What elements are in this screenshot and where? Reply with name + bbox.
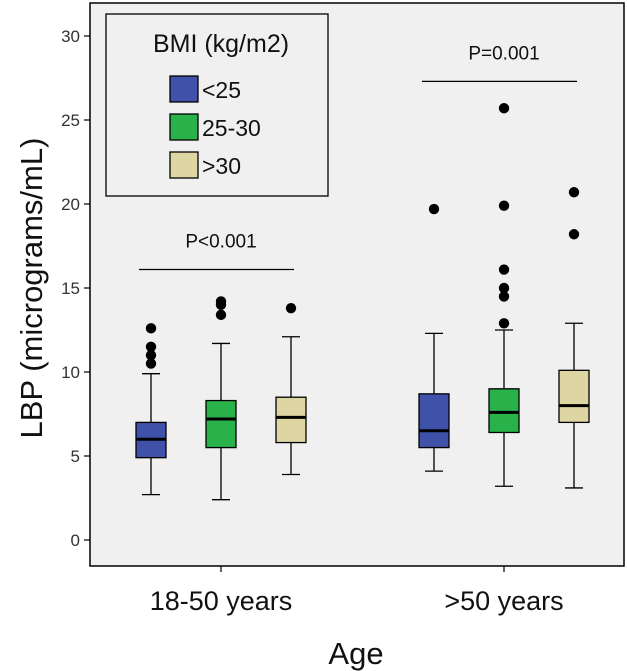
box-iqr xyxy=(275,396,307,444)
x-axis: 18-50 years >50 years xyxy=(150,566,564,616)
box-plot xyxy=(418,203,450,472)
legend-box xyxy=(105,13,329,197)
y-tick-label: 10 xyxy=(61,363,80,382)
box-plot xyxy=(558,187,590,489)
box-iqr xyxy=(558,369,590,424)
y-tick-label: 15 xyxy=(61,279,80,298)
box-series xyxy=(135,103,590,501)
outlier-point xyxy=(215,296,227,307)
legend-label: 25-30 xyxy=(202,115,261,141)
outlier-point xyxy=(498,318,510,329)
box-plot xyxy=(275,302,307,476)
outlier-point xyxy=(498,282,510,294)
y-tick-label: 5 xyxy=(71,447,80,466)
legend-label: <25 xyxy=(202,77,241,103)
y-tick-label: 20 xyxy=(61,195,80,214)
legend-swatch xyxy=(169,113,199,141)
x-tick-label: 18-50 years xyxy=(150,586,293,616)
outlier-point xyxy=(498,291,510,302)
y-tick-label: 25 xyxy=(61,111,80,130)
box-plot xyxy=(205,296,237,501)
box-iqr xyxy=(418,393,450,449)
legend-title: BMI (kg/m2) xyxy=(153,30,289,58)
box-plot xyxy=(135,323,167,496)
y-axis: 0 5 10 15 20 25 30 xyxy=(61,27,90,550)
legend-label: >30 xyxy=(202,153,241,179)
outlier-point xyxy=(498,200,510,211)
x-tick-label: >50 years xyxy=(444,586,563,616)
legend: BMI (kg/m2) <25 25-30 >30 xyxy=(105,13,329,197)
outlier-point xyxy=(145,341,157,352)
outlier-point xyxy=(215,309,227,321)
y-axis-title: LBP (micrograms/mL) xyxy=(14,138,49,439)
outlier-point xyxy=(568,229,580,240)
outlier-point xyxy=(145,358,157,369)
box-plot xyxy=(488,103,520,487)
y-tick-label: 30 xyxy=(61,27,80,46)
y-tick-label: 0 xyxy=(71,531,80,550)
legend-swatch xyxy=(169,75,199,103)
box-iqr xyxy=(488,388,520,434)
outlier-point xyxy=(145,323,157,334)
box-iqr xyxy=(205,399,237,449)
annotations: P<0.001 P=0.001 xyxy=(139,43,577,271)
outlier-point xyxy=(498,103,510,114)
outlier-point xyxy=(145,350,157,361)
outlier-point xyxy=(285,302,297,314)
significance-label: P<0.001 xyxy=(185,232,256,253)
significance-label: P=0.001 xyxy=(468,43,539,64)
legend-swatch xyxy=(169,151,199,179)
outlier-point xyxy=(568,187,580,198)
x-axis-title: Age xyxy=(328,636,383,671)
outlier-point xyxy=(498,264,510,275)
outlier-point xyxy=(428,203,440,215)
